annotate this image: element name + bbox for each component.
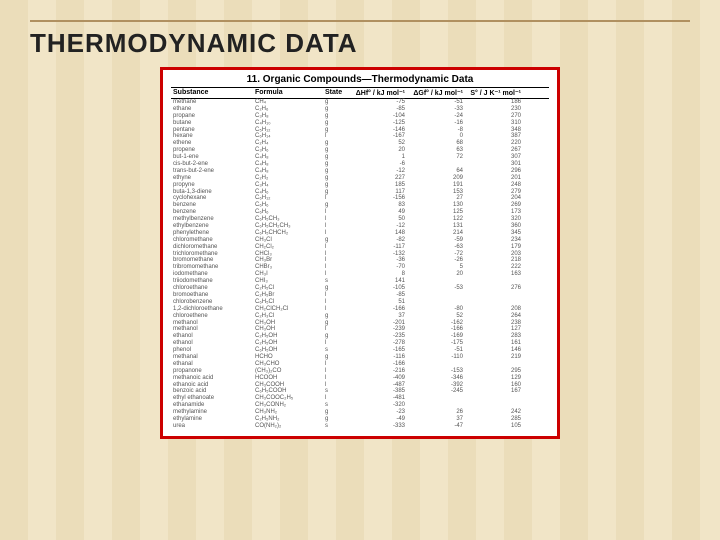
table-row: hexaneC₆H₁₄l-1670387: [171, 133, 549, 140]
table-row: ethylbenzeneC₆H₅CH₂CH₃l-12131360: [171, 223, 549, 230]
table-row: methanolCH₃OHl-239-166127: [171, 326, 549, 333]
table-row: benzoic acidC₆H₅COOHs-385-245167: [171, 388, 549, 395]
table-row: phenyletheneC₆H₅CHCH₂l148214345: [171, 230, 549, 237]
table-row: propaneC₃H₈g-104-24270: [171, 113, 549, 120]
table-row: tribromomethaneCHBr₃l-705222: [171, 264, 549, 271]
top-rule: [30, 20, 690, 22]
table-row: propeneC₃H₆g2063267: [171, 147, 549, 154]
table-row: ethaneC₂H₆g-85-33230: [171, 106, 549, 113]
table-row: triiodomethaneCHI₃s141: [171, 278, 549, 285]
table-row: chloroethaneC₂H₅Clg-105-53276: [171, 285, 549, 292]
table-row: ethanalCH₃CHOl-166: [171, 361, 549, 368]
table-row: propyneC₃H₄g185191248: [171, 182, 549, 189]
table-row: ethanamideCH₃CONH₂s-320: [171, 402, 549, 409]
table-row: etheneC₂H₄g5268220: [171, 140, 549, 147]
col-s: S° / J K⁻¹ mol⁻¹: [469, 89, 527, 97]
table-row: butaneC₄H₁₀g-125-16310: [171, 120, 549, 127]
table-row: methanoic acidHCOOHl-409-346129: [171, 375, 549, 382]
slide-title: THERMODYNAMIC DATA: [30, 28, 690, 59]
table-row: ethyl ethanoateCH₃COOC₂H₅l-481: [171, 395, 549, 402]
table-row: trans-but-2-eneC₄H₈g-1264296: [171, 168, 549, 175]
table-row: cis-but-2-eneC₄H₈g-6301: [171, 161, 549, 168]
table-row: but-1-eneC₄H₈g172307: [171, 154, 549, 161]
table-row: ethyneC₂H₂g227209201: [171, 175, 549, 182]
table-row: benzeneC₆H₆g83130269: [171, 202, 549, 209]
table-row: cyclohexaneC₆H₁₂l-15627204: [171, 195, 549, 202]
table-row: ethylamineC₂H₅NH₂g-4937285: [171, 416, 549, 423]
table-header: Substance Formula State ΔHf° / kJ mol⁻¹ …: [171, 87, 549, 99]
table-row: propanone(CH₃)₂COl-216-153295: [171, 368, 549, 375]
table-body: methaneCH₄g-75-51186ethaneC₂H₆g-85-33230…: [171, 99, 549, 430]
table-row: benzeneC₆H₆l49125173: [171, 209, 549, 216]
data-card: 11. Organic Compounds—Thermodynamic Data…: [160, 67, 560, 439]
table-row: bromoethaneC₂H₅Brl-85: [171, 292, 549, 299]
table-row: ethanoic acidCH₃COOHl-487-392160: [171, 382, 549, 389]
table-row: ureaCO(NH₂)₂s-333-47105: [171, 423, 549, 430]
table-row: chloromethaneCH₃Clg-82-59234: [171, 237, 549, 244]
col-formula: Formula: [255, 89, 325, 97]
table-row: ethanolC₂H₅OHg-235-169283: [171, 333, 549, 340]
table-row: dichloromethaneCH₂Cl₂l-117-63179: [171, 244, 549, 251]
col-dhf: ΔHf° / kJ mol⁻¹: [353, 89, 411, 97]
col-substance: Substance: [171, 89, 255, 97]
table-row: pentaneC₅H₁₂g-146-8348: [171, 127, 549, 134]
table-row: methanalHCHOg-116-110219: [171, 354, 549, 361]
table-row: buta-1,3-dieneC₄H₆g117153279: [171, 189, 549, 196]
table-row: 1,2-dichloroethaneCH₂ClCH₂Cll-166-80208: [171, 306, 549, 313]
table-row: methanolCH₃OHg-201-162238: [171, 320, 549, 327]
table-row: chloroetheneC₂H₃Clg3752264: [171, 313, 549, 320]
table-row: chlorobenzeneC₆H₅Cll51: [171, 299, 549, 306]
col-dgf: ΔGf° / kJ mol⁻¹: [411, 89, 469, 97]
table-row: methylbenzeneC₆H₅CH₃l50122320: [171, 216, 549, 223]
table-row: ethanolC₂H₅OHl-278-175161: [171, 340, 549, 347]
table-row: phenolC₆H₅OHs-165-51146: [171, 347, 549, 354]
col-state: State: [325, 89, 353, 97]
table-row: trichloromethaneCHCl₃l-132-72203: [171, 251, 549, 258]
table-row: methaneCH₄g-75-51186: [171, 99, 549, 106]
table-row: methylamineCH₃NH₂g-2326242: [171, 409, 549, 416]
table-title: 11. Organic Compounds—Thermodynamic Data: [171, 74, 549, 85]
table-row: iodomethaneCH₃Il820163: [171, 271, 549, 278]
table-row: bromomethaneCH₃Brl-36-26218: [171, 257, 549, 264]
